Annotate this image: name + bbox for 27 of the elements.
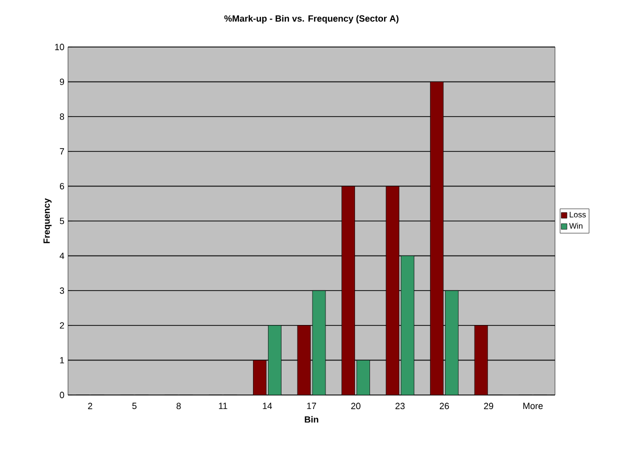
y-tick-label: 4: [60, 252, 64, 259]
y-tick-label: 1: [60, 357, 64, 364]
x-tick-label: 20: [351, 402, 360, 410]
x-tick-label: 2: [88, 402, 92, 410]
x-tick-label: 23: [396, 402, 405, 410]
x-tick-label: 11: [218, 402, 228, 409]
x-tick-label: 29: [484, 402, 494, 410]
x-tick-label: 17: [307, 402, 316, 409]
y-tick-label: 10: [55, 44, 64, 50]
y-axis-title: Frequency: [44, 198, 52, 244]
x-tick-label: 14: [262, 402, 272, 409]
x-axis-title: Bin: [304, 416, 318, 423]
y-tick-label: 8: [60, 113, 64, 120]
x-tick-label: 5: [132, 402, 137, 410]
legend-label: Loss: [570, 212, 586, 218]
y-tick-label: 2: [60, 322, 64, 329]
chart-title: %Mark-up - Bin vs. Frequency (Sector A): [224, 15, 398, 24]
y-tick-label: 9: [60, 78, 64, 85]
legend-label: Win: [569, 222, 582, 229]
y-tick-label: 0: [60, 392, 64, 398]
y-tick-label: 5: [60, 218, 64, 224]
y-tick-label: 3: [60, 287, 64, 294]
x-tick-label: More: [523, 402, 543, 410]
x-tick-label: 26: [440, 402, 449, 410]
y-tick-label: 6: [60, 183, 64, 190]
x-tick-label: 8: [176, 402, 181, 410]
y-tick-label: 7: [60, 148, 64, 154]
